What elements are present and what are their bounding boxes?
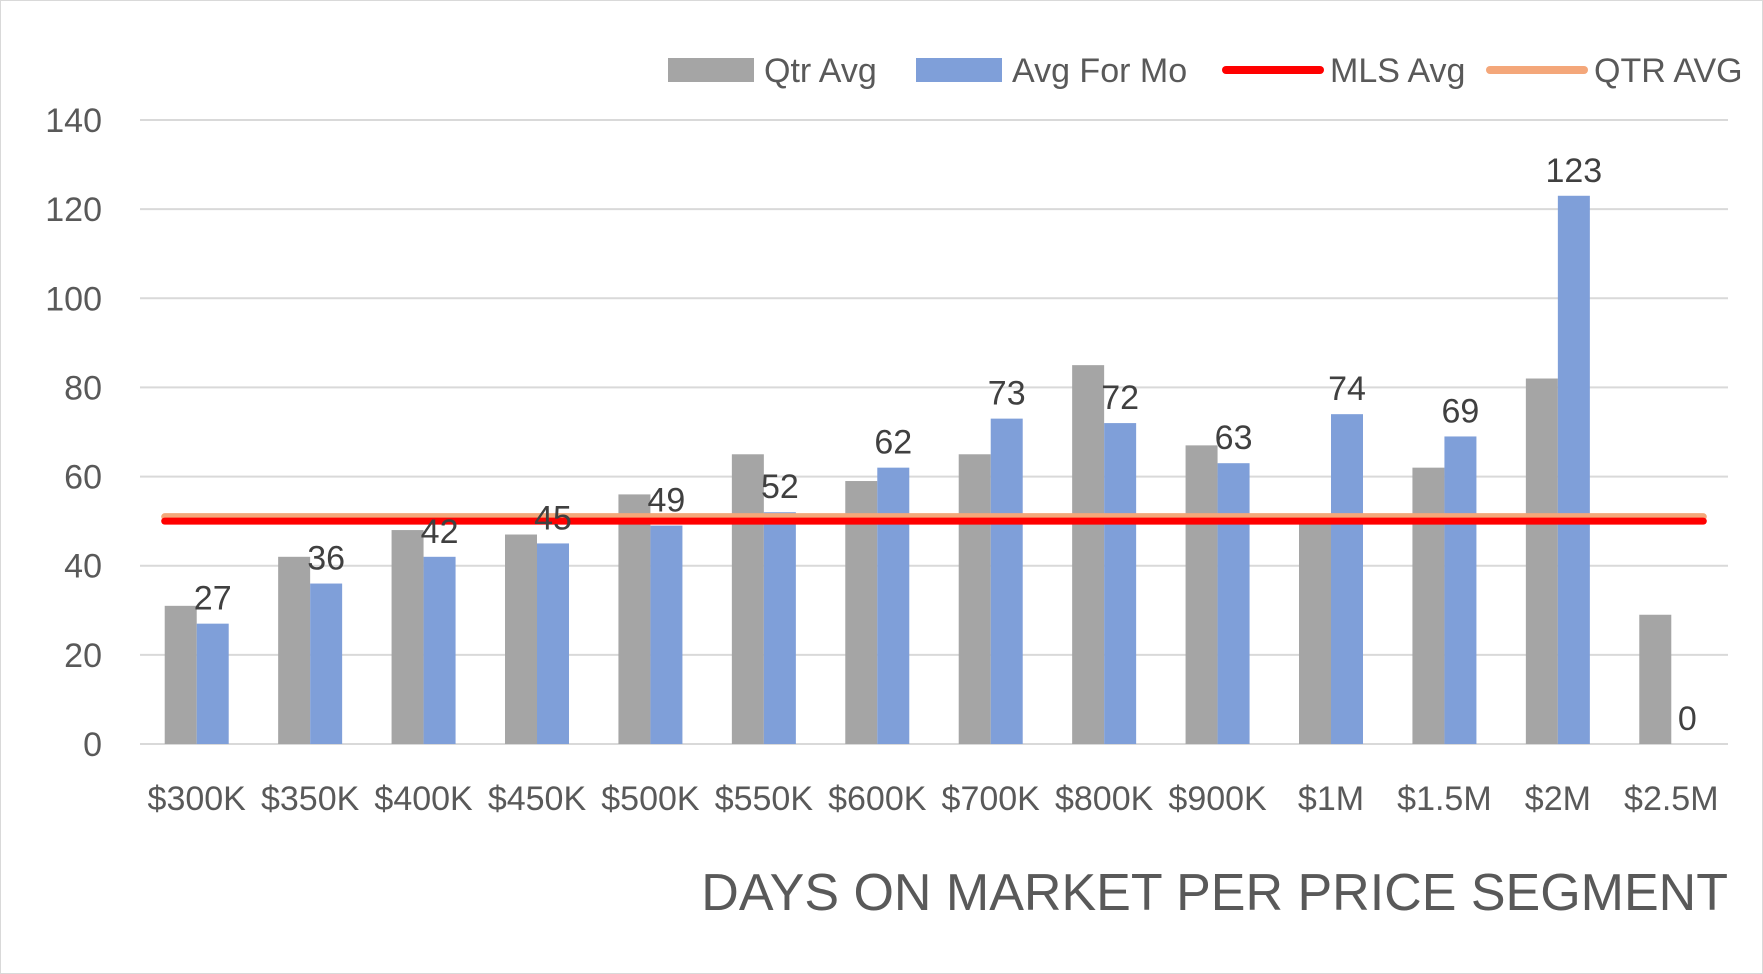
- x-tick-label: $700K: [942, 780, 1041, 818]
- y-axis-ticks: 0 20 40 60 80 100 120 140: [45, 102, 102, 764]
- bar: [505, 534, 537, 744]
- y-tick-label: 20: [64, 637, 102, 675]
- bar: [1412, 467, 1445, 744]
- bar: [1104, 423, 1137, 744]
- x-tick-label: $400K: [374, 780, 473, 818]
- bar: [958, 454, 991, 744]
- data-label: 73: [988, 375, 1026, 413]
- data-label: 49: [648, 482, 686, 520]
- bar: [1525, 378, 1558, 744]
- legend-label: QTR AVG: [1594, 52, 1743, 90]
- legend-swatch: [668, 58, 754, 82]
- bar: [310, 583, 343, 744]
- y-tick-label: 80: [64, 369, 102, 407]
- data-label: 45: [534, 499, 572, 537]
- data-label: 36: [307, 540, 345, 578]
- bars: [164, 195, 1672, 744]
- data-label: 0: [1678, 700, 1697, 738]
- x-tick-label: $450K: [488, 780, 587, 818]
- data-label: 63: [1215, 419, 1253, 457]
- data-label: 52: [761, 468, 799, 506]
- y-tick-label: 120: [45, 191, 102, 229]
- bar: [1185, 445, 1218, 744]
- data-label: 42: [421, 513, 459, 551]
- legend-label: Avg For Mo: [1012, 52, 1187, 90]
- bar: [845, 481, 878, 744]
- legend: Qtr Avg Avg For Mo MLS Avg QTR AVG: [668, 52, 1743, 90]
- bar: [618, 494, 651, 744]
- x-tick-label: $1.5M: [1397, 780, 1492, 818]
- avg-lines: [161, 513, 1707, 525]
- bar: [164, 605, 197, 744]
- x-tick-label: $800K: [1055, 780, 1154, 818]
- bar: [731, 454, 764, 744]
- bar: [196, 623, 229, 744]
- legend-swatch: [916, 58, 1002, 82]
- x-tick-label: $300K: [148, 780, 247, 818]
- data-label: 69: [1442, 392, 1480, 430]
- bar: [1444, 436, 1477, 744]
- x-tick-label: $900K: [1168, 780, 1267, 818]
- x-tick-label: $350K: [261, 780, 360, 818]
- bar: [1639, 614, 1672, 744]
- bar: [537, 543, 569, 744]
- x-tick-label: $600K: [828, 780, 927, 818]
- bar: [391, 530, 424, 744]
- data-label: 62: [874, 424, 912, 462]
- x-axis-ticks: $300K $350K $400K $450K $500K $550K $600K $700K…: [148, 780, 1719, 818]
- x-tick-label: $550K: [715, 780, 814, 818]
- bar: [763, 512, 796, 744]
- data-label: 72: [1101, 379, 1139, 417]
- data-label: 27: [194, 580, 232, 618]
- bar: [1299, 516, 1331, 744]
- data-labels: 27 36 42 45 49 52 62 73 72 63 74 69 123 0: [194, 152, 1697, 738]
- legend-label: Qtr Avg: [764, 52, 877, 90]
- bar: [650, 525, 683, 744]
- bar: [1072, 365, 1105, 744]
- y-tick-label: 60: [64, 459, 102, 497]
- legend-label: MLS Avg: [1330, 52, 1465, 90]
- data-label: 123: [1545, 152, 1602, 190]
- data-label: 74: [1328, 370, 1366, 408]
- bar: [1331, 414, 1363, 744]
- bar: [423, 556, 456, 744]
- bar: [877, 467, 910, 744]
- gridlines: [140, 119, 1728, 745]
- bar: [990, 418, 1023, 744]
- bar: [278, 556, 311, 744]
- bar: [1557, 195, 1590, 744]
- x-tick-label: $2.5M: [1624, 780, 1719, 818]
- y-tick-label: 40: [64, 548, 102, 586]
- x-tick-label: $1M: [1298, 780, 1364, 818]
- chart-title: DAYS ON MARKET PER PRICE SEGMENT: [701, 864, 1728, 922]
- x-tick-label: $2M: [1525, 780, 1591, 818]
- y-tick-label: 100: [45, 280, 102, 318]
- x-tick-label: $500K: [601, 780, 700, 818]
- y-tick-label: 0: [83, 726, 102, 764]
- bar: [1217, 463, 1250, 744]
- y-tick-label: 140: [45, 102, 102, 140]
